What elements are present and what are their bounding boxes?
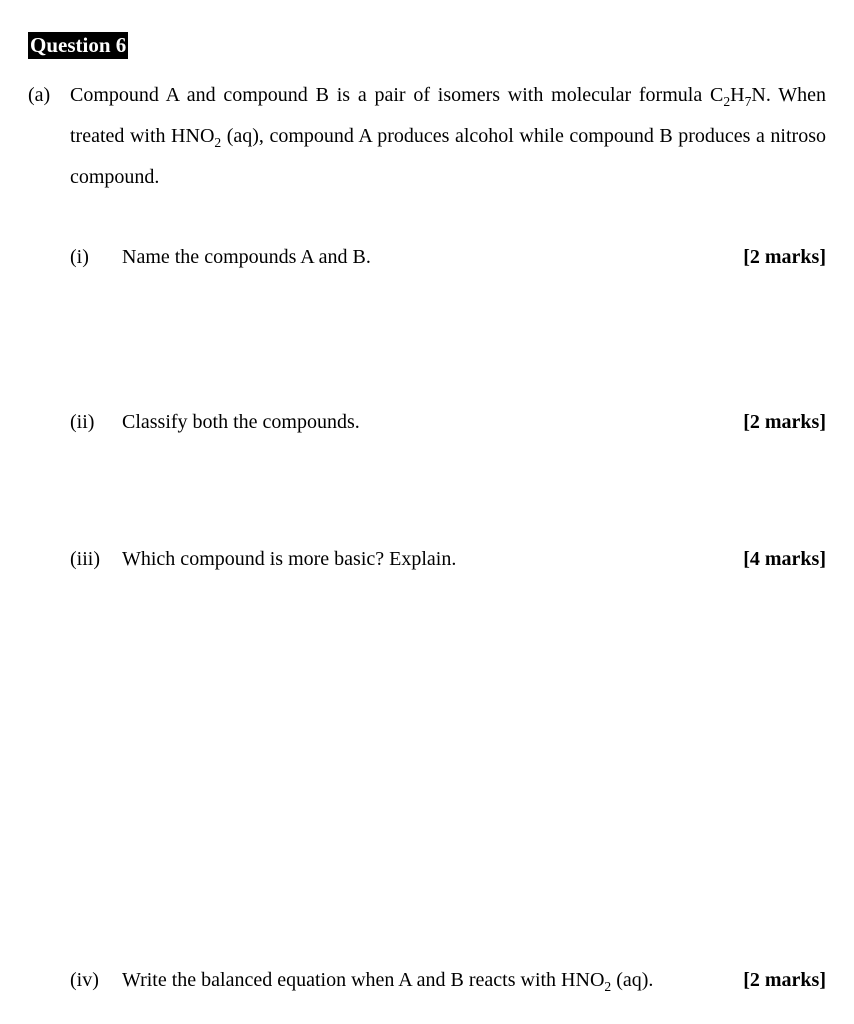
subpart-4: (iv)Write the balanced equation when A a…	[70, 969, 826, 992]
subpart-text: Name the compounds A and B.	[122, 246, 726, 269]
subpart-label: (iii)	[70, 548, 122, 571]
subpart-marks: [2 marks]	[726, 246, 826, 269]
subpart-2: (ii)Classify both the compounds.[2 marks…	[70, 411, 826, 434]
subparts-container: (i)Name the compounds A and B.[2 marks](…	[28, 246, 826, 992]
part-a: (a) Compound A and compound B is a pair …	[28, 75, 826, 198]
part-label: (a)	[28, 75, 70, 116]
question-heading: Question 6	[28, 32, 128, 59]
subpart-text: Write the balanced equation when A and B…	[122, 969, 726, 992]
subpart-text: Which compound is more basic? Explain.	[122, 548, 726, 571]
subpart-marks: [2 marks]	[726, 969, 826, 992]
subpart-1: (i)Name the compounds A and B.[2 marks]	[70, 246, 826, 269]
subpart-label: (ii)	[70, 411, 122, 434]
subpart-label: (i)	[70, 246, 122, 269]
subpart-label: (iv)	[70, 969, 122, 992]
subpart-marks: [2 marks]	[726, 411, 826, 434]
part-intro: Compound A and compound B is a pair of i…	[70, 75, 826, 198]
subpart-text: Classify both the compounds.	[122, 411, 726, 434]
subpart-3: (iii)Which compound is more basic? Expla…	[70, 548, 826, 571]
subpart-marks: [4 marks]	[726, 548, 826, 571]
